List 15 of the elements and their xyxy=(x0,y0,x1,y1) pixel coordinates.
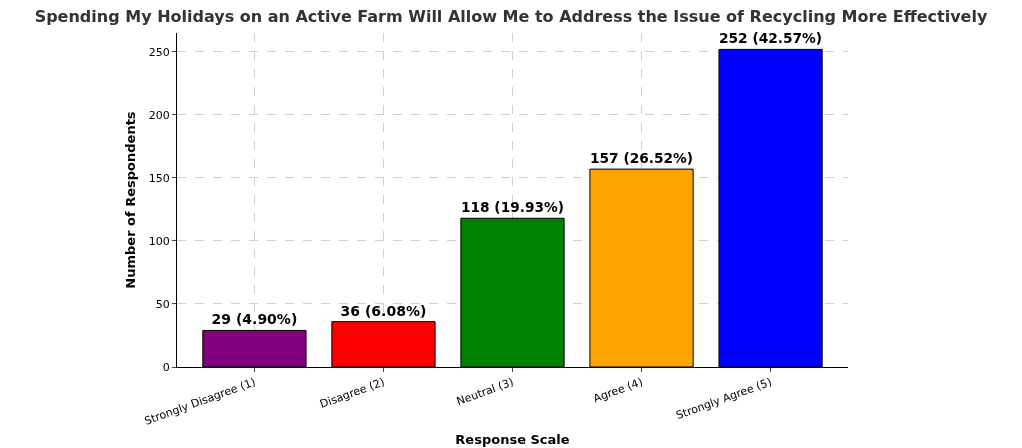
chart-title: Spending My Holidays on an Active Farm Will Allow Me to Address the Issue of Recycling More Effectively xyxy=(34,7,988,27)
y-tick-label: 100 xyxy=(148,234,170,248)
y-axis-title: Number of Respondents xyxy=(122,111,138,289)
data-label: 118 (19.93%) xyxy=(460,199,565,216)
y-tick-label: 250 xyxy=(148,45,170,59)
data-label: 157 (26.52%) xyxy=(589,150,694,167)
y-tick-label: 0 xyxy=(162,360,170,374)
data-label: 29 (4.90%) xyxy=(211,311,298,328)
y-tick-label: 200 xyxy=(148,108,170,122)
data-label: 252 (42.57%) xyxy=(719,30,823,47)
x-tick-label: Agree (4) xyxy=(591,375,645,406)
y-tick-label: 50 xyxy=(155,297,170,311)
x-axis-title: Response Scale xyxy=(455,432,570,448)
y-tick-label: 150 xyxy=(148,171,170,185)
data-label: 36 (6.08%) xyxy=(340,302,427,319)
